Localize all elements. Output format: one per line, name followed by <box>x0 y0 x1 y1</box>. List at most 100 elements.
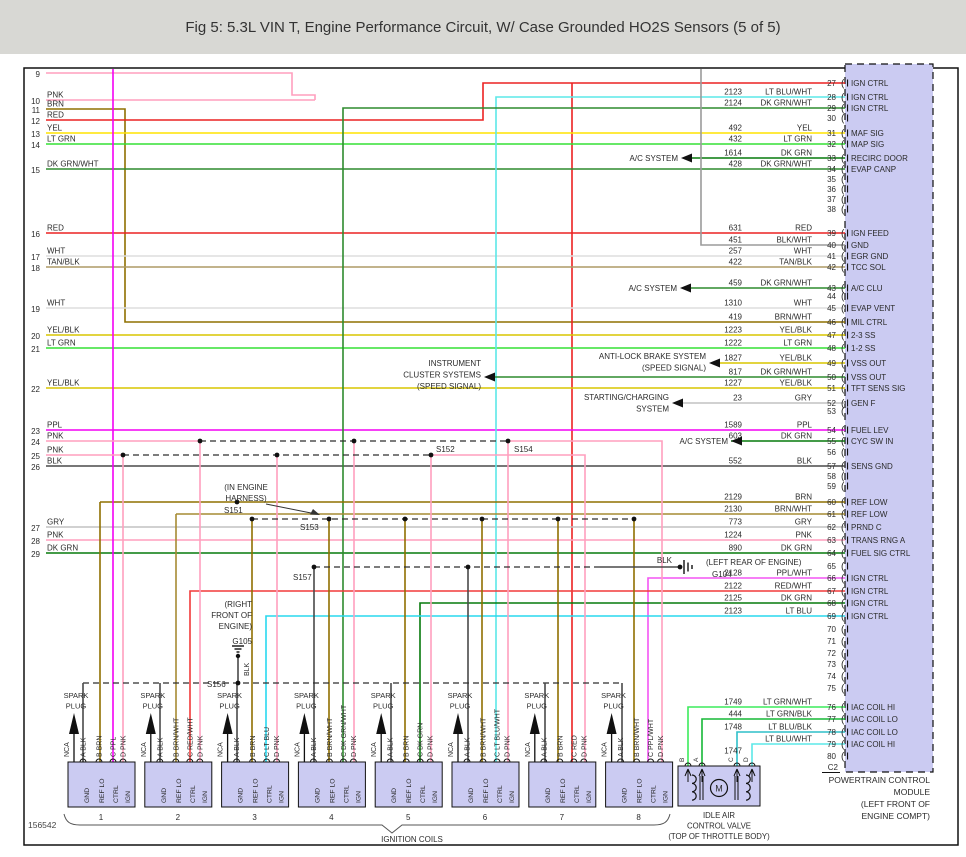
pcm-pin-glyph: ( <box>841 318 845 329</box>
coil-number: 1 <box>99 813 104 822</box>
pcm-pin-circuit: 631 <box>729 224 743 233</box>
pcm-pin-glyph: ( <box>841 304 845 315</box>
left-wire-color: PNK <box>47 446 64 455</box>
g104-location: (LEFT REAR OF ENGINE) <box>706 558 802 567</box>
pcm-module-label: ENGINE COMPT) <box>862 811 931 821</box>
left-wire-color: WHT <box>47 247 65 256</box>
pcm-pin-circuit: 2128 <box>724 569 742 578</box>
pcm-pin-signal: SENS GND <box>851 462 893 471</box>
junction-dot <box>235 680 241 686</box>
coil-terminal-label: CTRL <box>343 785 350 803</box>
coil-wire-tag: C DK GRN <box>418 723 425 757</box>
pcm-pin-signal: IGN CTRL <box>851 587 889 596</box>
pcm-pin-signal: MIL CTRL <box>851 318 888 327</box>
pcm-pin-number: 37 <box>827 195 836 204</box>
splice-label: S151 <box>224 506 243 515</box>
splice-label: S157 <box>293 573 312 582</box>
coil-wire-entry <box>249 758 257 763</box>
junction-dot <box>351 438 357 444</box>
wire <box>700 69 845 246</box>
pcm-pin-signal: IGN CTRL <box>851 79 889 88</box>
pcm-pin-number: 42 <box>827 263 836 272</box>
pcm-pin-tick <box>847 284 849 292</box>
pcm-pin-tick <box>847 752 849 760</box>
junction-dot <box>249 516 255 522</box>
pcm-pin-number: 79 <box>827 740 836 749</box>
wire <box>342 107 845 762</box>
iac-winding-icon <box>745 774 751 801</box>
left-wire-color: DK GRN <box>47 544 78 553</box>
coil-terminal-label: GND <box>391 788 398 803</box>
pcm-pin-glyph: ( <box>841 252 845 263</box>
pcm-pin-tick <box>847 93 849 101</box>
pcm-pin-wire-color: DK GRN <box>781 544 812 553</box>
pcm-pin-signal: MAF SIG <box>851 129 884 138</box>
pcm-pin-tick <box>847 185 849 193</box>
pcm-pin-glyph: ( <box>841 587 845 598</box>
spark-plug-label: SPARK <box>294 691 319 700</box>
pcm-pin-glyph: ( <box>841 175 845 186</box>
pcm-pin-signal: GEN F <box>851 399 876 408</box>
pcm-pin-glyph: ( <box>841 79 845 90</box>
pcm-pin-wire-color: BRN/WHT <box>775 313 812 322</box>
coil-terminal-label: IGN <box>279 791 286 803</box>
pcm-pin-tick <box>847 437 849 445</box>
spark-plug-arrow-icon <box>606 713 617 734</box>
left-wire-number: 20 <box>31 332 40 341</box>
g104-id: G104 <box>712 570 732 579</box>
coil-terminal-label: CTRL <box>420 785 427 803</box>
coil-wire-tag: B BRN <box>250 736 257 757</box>
pcm-pin-wire-color: TAN/BLK <box>779 258 812 267</box>
junction-dot <box>402 516 408 522</box>
spark-plug-label: SPARK <box>448 691 473 700</box>
coil-wire-tag: B BRN <box>97 736 104 757</box>
pcm-pin-number: 70 <box>827 625 836 634</box>
pcm-pin-tick <box>847 252 849 260</box>
iac-valve-box <box>677 765 761 807</box>
pcm-pin-number: 69 <box>827 612 836 621</box>
coil-terminal-label: CTRL <box>497 785 504 803</box>
pcm-pin-circuit: 492 <box>729 124 743 133</box>
system-callout: STARTING/CHARGING <box>584 393 669 402</box>
pcm-pin-tick <box>847 625 849 633</box>
coil-wire-tag: B BRN <box>557 736 564 757</box>
coil-wire-tag: C RED <box>571 735 578 757</box>
pcm-pin-tick <box>847 407 849 415</box>
pcm-pin-tick <box>847 715 849 723</box>
pcm-pin-number: 75 <box>827 684 836 693</box>
left-wire-color: WHT <box>47 299 65 308</box>
left-wire-number: 21 <box>31 345 40 354</box>
pcm-pin-glyph: ( <box>841 536 845 547</box>
pcm-pin-number: 28 <box>827 93 836 102</box>
iac-terminal-letter: D <box>743 757 750 762</box>
pcm-pin-number: 52 <box>827 399 836 408</box>
pcm-pin-tick <box>847 728 849 736</box>
coil-wire-entry <box>570 758 578 763</box>
pcm-pin-number: 80 <box>827 752 836 761</box>
pcm-pin-glyph: ( <box>841 284 845 295</box>
left-wire-number: 17 <box>31 253 40 262</box>
coil-terminal-label: GND <box>545 788 552 803</box>
pcm-pin-tick <box>847 637 849 645</box>
junction-dot <box>234 499 240 505</box>
coil-terminal-label: REF LO <box>637 778 644 803</box>
coil-wire-tag: B BRN/WHT <box>634 717 641 757</box>
pcm-pin-glyph: ( <box>841 140 845 151</box>
pcm-connector-id: C2 <box>828 763 839 772</box>
pcm-pin-circuit: 2123 <box>724 88 742 97</box>
callout-arrow-icon <box>681 153 692 163</box>
ignition-coil-box <box>144 761 213 808</box>
pcm-pin-glyph: ( <box>841 728 845 739</box>
pcm-pin-glyph: ( <box>841 437 845 448</box>
coil-number: 5 <box>406 813 411 822</box>
pcm-pin-wire-color: LT GRN <box>783 135 812 144</box>
ignition-coil-box <box>451 761 520 808</box>
pcm-pin-tick <box>847 562 849 570</box>
spark-plug-label: SPARK <box>140 691 165 700</box>
iac-valve-label: CONTROL VALVE <box>687 822 751 831</box>
iac-valve-label: (TOP OF THROTTLE BODY) <box>668 832 770 841</box>
junction-dot <box>555 516 561 522</box>
pcm-pin-number: 65 <box>827 562 836 571</box>
coil-wire-entry <box>309 758 317 763</box>
